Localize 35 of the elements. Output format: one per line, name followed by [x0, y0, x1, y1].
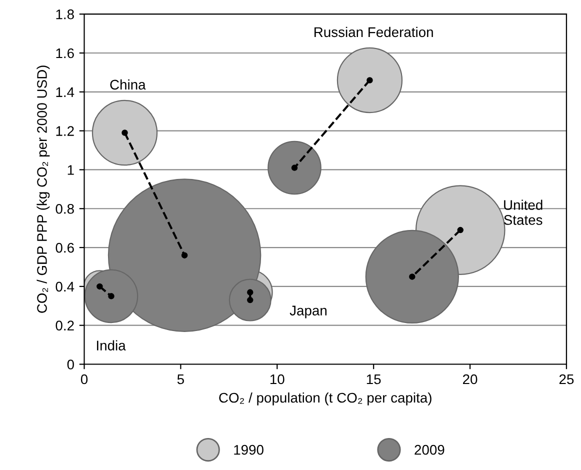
x-axis-title: CO₂ / population (t CO₂ per capita)	[219, 392, 432, 406]
y-tick-label: 0.4	[56, 282, 74, 292]
point	[122, 130, 128, 136]
y-tick-label: 1	[68, 165, 74, 175]
y-tick-label: 1.2	[56, 126, 74, 136]
legend-label: 1990	[234, 444, 264, 455]
point	[181, 252, 188, 258]
x-tick-label: 15	[366, 374, 381, 384]
point	[366, 77, 373, 84]
point	[457, 226, 464, 234]
x-tick-label: 0	[80, 374, 88, 384]
y-tick-label: 1.6	[56, 48, 74, 58]
point	[291, 164, 298, 171]
annotation: United States	[504, 200, 542, 225]
x-tick-label: 10	[270, 374, 284, 384]
annotation: China	[110, 79, 146, 90]
annotation: Russian Federation	[314, 26, 433, 38]
x-tick-label: 25	[559, 374, 574, 384]
annotation: India	[96, 340, 126, 350]
y-tick-label: 0.2	[56, 320, 74, 331]
point	[409, 274, 416, 280]
y-tick-label: 0.6	[56, 242, 74, 253]
x-tick-label: 5	[177, 374, 184, 384]
y-axis-title: CO₂ / GDP PPP (kg CO₂ per 2000 USD)	[36, 66, 50, 313]
y-tick-label: 1.8	[56, 9, 74, 20]
point	[247, 289, 254, 296]
point	[96, 283, 103, 290]
point	[108, 293, 114, 300]
y-tick-label: 0.8	[56, 204, 74, 214]
point	[247, 296, 254, 304]
x-tick-label: 20	[463, 374, 478, 384]
y-tick-label: 1.4	[56, 87, 74, 97]
y-tick-label: 0	[67, 360, 74, 370]
legend-label: 2009	[414, 444, 444, 455]
annotation: Japan	[290, 306, 327, 318]
